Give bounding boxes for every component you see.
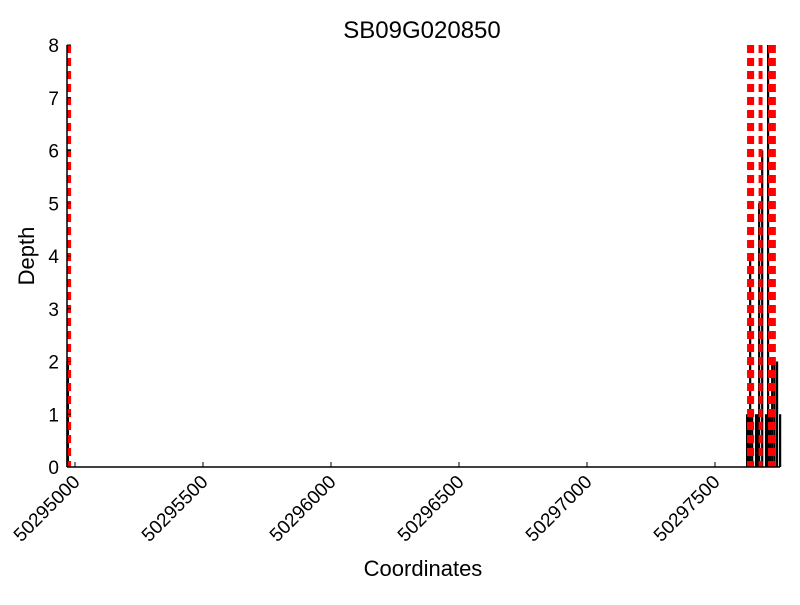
- depth-bar: [754, 414, 758, 467]
- x-axis-label: Coordinates: [364, 556, 483, 581]
- depth-bar: [775, 361, 779, 467]
- y-tick-label: 7: [48, 89, 59, 110]
- x-tick-label: 50296500: [394, 472, 469, 547]
- x-tick-label: 50297500: [650, 472, 725, 547]
- y-tick-label: 2: [48, 353, 59, 374]
- chart-title: SB09G020850: [343, 17, 500, 44]
- x-tick-label: 50296000: [266, 472, 341, 547]
- y-tick-label: 4: [48, 247, 59, 268]
- y-axis-label: Depth: [14, 227, 39, 286]
- y-tick-label: 6: [48, 142, 59, 163]
- y-tick-label: 3: [48, 300, 59, 321]
- y-tick-label: 0: [48, 458, 59, 479]
- x-tick-label: 50295000: [10, 472, 85, 547]
- y-tick-label: 5: [48, 194, 59, 215]
- y-tick-label: 1: [48, 405, 59, 426]
- y-tick-label: 8: [48, 36, 59, 57]
- depth-bar: [779, 414, 782, 467]
- x-tick-label: 50295500: [138, 472, 213, 547]
- depth-bar: [756, 414, 759, 467]
- x-tick-label: 50297000: [522, 472, 597, 547]
- depth-bar: [764, 414, 768, 467]
